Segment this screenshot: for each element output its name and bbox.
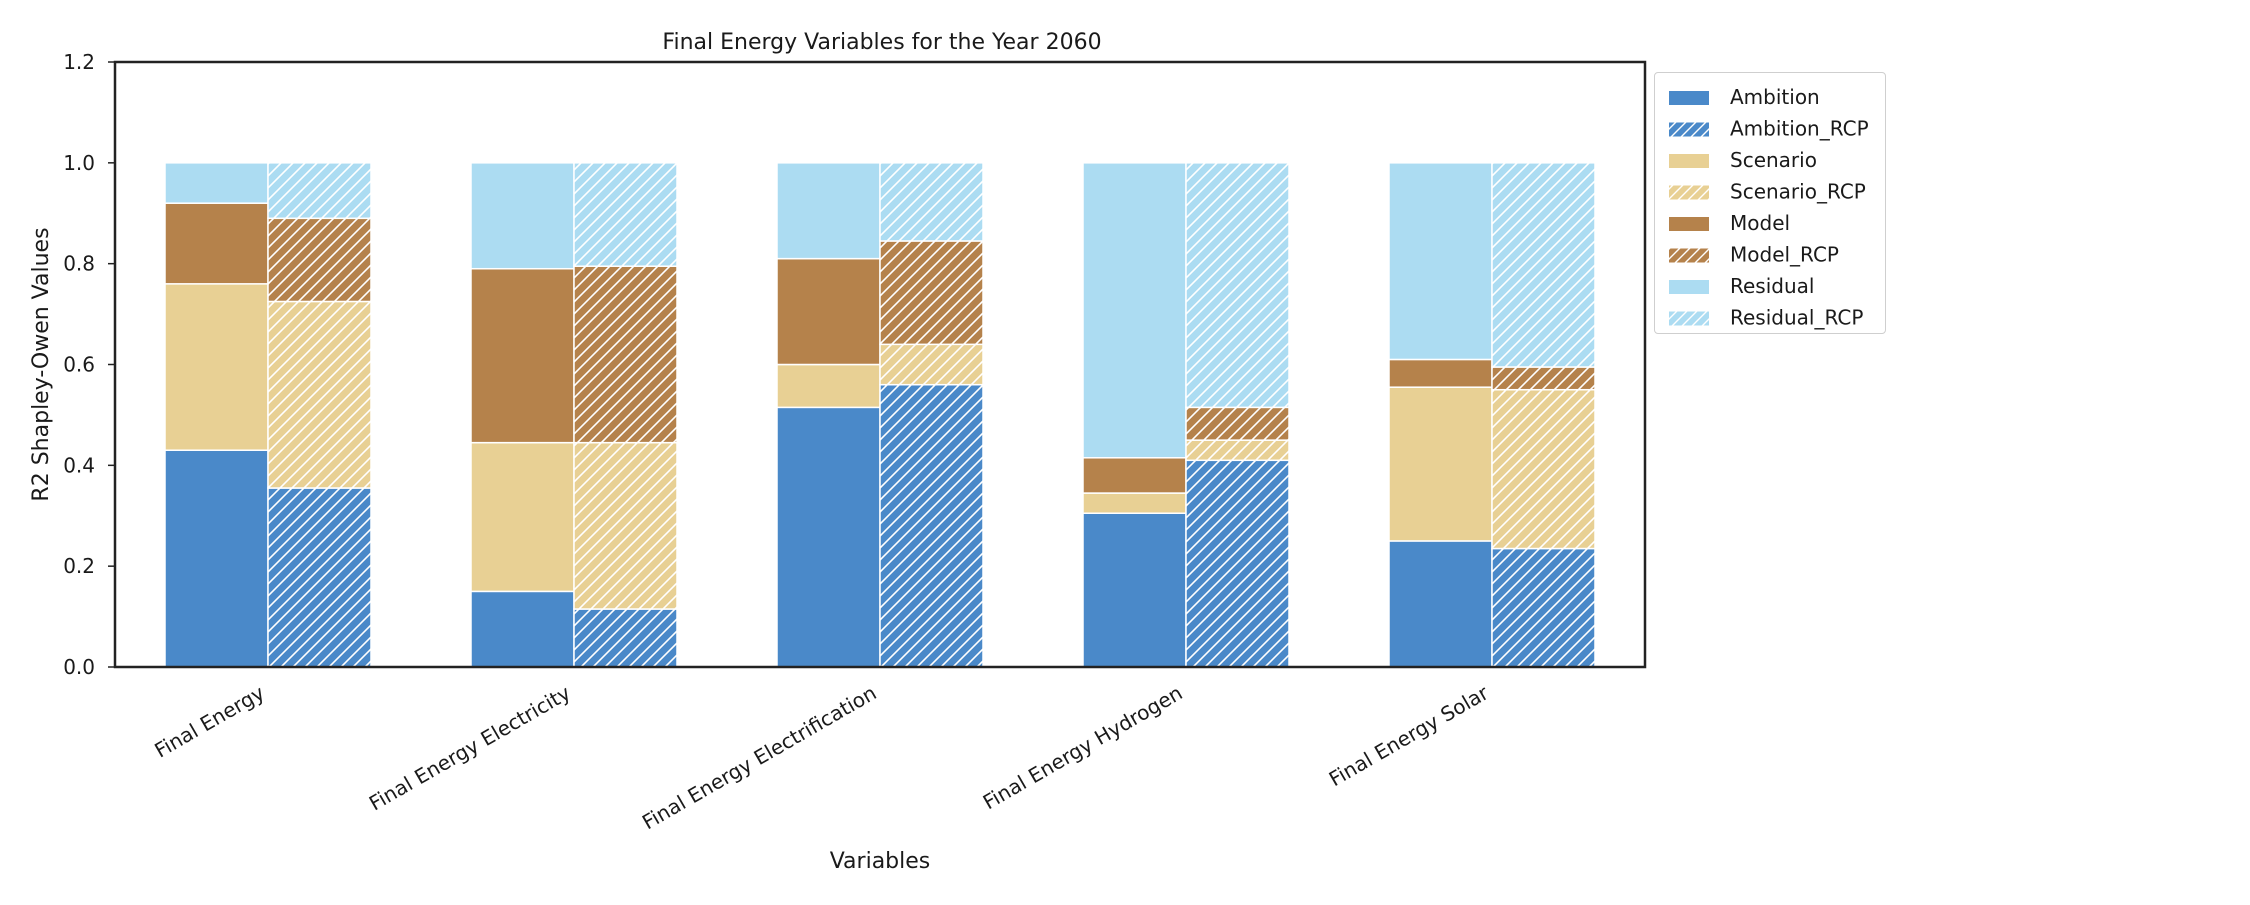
legend-label: Scenario_RCP [1730, 180, 1866, 204]
y-tick-label: 0.8 [63, 252, 95, 276]
bar-scenario-final-energy-electrification [776, 363, 881, 409]
legend-swatch [1669, 248, 1709, 263]
legend-svg: Ambition Ambition_RCP Scenario Scenario_RCP… [1669, 85, 1869, 330]
y-tick-label: 0.0 [63, 655, 95, 679]
x-axis-ticks: Final Energy Final Energy Electricity Fina… [150, 680, 1493, 834]
legend-entry-scenario: Scenario [1669, 148, 1817, 172]
x-axis-label: Variables [830, 849, 931, 874]
bar-residual-final-energy [164, 162, 269, 204]
bar-ambition-final-energy-electricity [470, 590, 575, 668]
y-tick-label: 0.4 [63, 453, 95, 477]
bar-scenario-final-energy-electricity [470, 441, 575, 593]
bar-model-final-energy [164, 202, 269, 285]
legend-swatch [1669, 91, 1709, 105]
legend-label: Ambition [1730, 85, 1820, 109]
bar-ambition-rcp-final-energy [267, 487, 372, 668]
bar-scenario-rcp-final-energy-solar [1491, 388, 1596, 550]
x-tick-label-final-energy-hydrogen: Final Energy Hydrogen [979, 681, 1187, 815]
bar-ambition-final-energy-electrification [776, 406, 881, 668]
bar-residual-rcp-final-energy-electrification [879, 162, 984, 242]
legend-swatch [1669, 185, 1709, 200]
bar-scenario-rcp-final-energy-electricity [573, 441, 678, 610]
legend-swatch [1669, 217, 1709, 231]
legend-swatch [1669, 154, 1709, 168]
bar-model-rcp-final-energy-hydrogen [1185, 406, 1290, 441]
bar-model-final-energy-electricity [470, 267, 575, 444]
bar-scenario-rcp-final-energy [267, 300, 372, 489]
x-tick-label-final-energy: Final Energy [150, 680, 268, 762]
legend-swatch [1669, 311, 1709, 326]
legend-entry-ambition: Ambition [1669, 85, 1820, 109]
bar-residual-final-energy-electrification [776, 162, 881, 260]
y-tick-label: 0.2 [63, 554, 95, 578]
y-axis-ticks: 0.0 0.2 0.4 0.6 0.8 1.0 1.2 [63, 50, 115, 679]
bar-residual-rcp-final-energy-hydrogen [1185, 162, 1290, 409]
legend-entry-scenario-rcp: Scenario_RCP [1669, 180, 1866, 204]
bar-ambition-final-energy [164, 449, 269, 668]
bar-model-final-energy-hydrogen [1082, 457, 1187, 494]
legend-label: Scenario [1730, 148, 1817, 172]
legend-label: Model_RCP [1730, 243, 1839, 267]
legend-label: Residual_RCP [1730, 306, 1863, 330]
bar-scenario-final-energy [164, 283, 269, 451]
bar-residual-final-energy-hydrogen [1082, 162, 1187, 459]
legend-entry-model-rcp: Model_RCP [1669, 243, 1839, 267]
y-tick-label: 1.2 [63, 50, 95, 74]
bars-layer [164, 162, 1596, 668]
bar-scenario-final-energy-solar [1388, 386, 1493, 542]
bar-residual-rcp-final-energy-electricity [573, 162, 678, 267]
bar-residual-final-energy-solar [1388, 162, 1493, 361]
bar-ambition-rcp-final-energy-solar [1491, 547, 1596, 668]
bar-scenario-rcp-final-energy-electrification [879, 343, 984, 386]
bar-model-final-energy-electrification [776, 257, 881, 366]
legend-entry-model: Model [1669, 211, 1790, 235]
legend-entry-residual-rcp: Residual_RCP [1669, 306, 1863, 330]
bar-residual-final-energy-electricity [470, 162, 575, 270]
legend-label: Residual [1730, 274, 1814, 298]
legend-label: Ambition_RCP [1730, 117, 1869, 141]
bar-model-rcp-final-energy [267, 217, 372, 303]
chart-title: Final Energy Variables for the Year 2060 [662, 30, 1101, 55]
bar-residual-rcp-final-energy-solar [1491, 162, 1596, 368]
bar-ambition-rcp-final-energy-electrification [879, 383, 984, 668]
bar-model-rcp-final-energy-electricity [573, 265, 678, 444]
legend-swatch [1669, 122, 1709, 137]
bar-scenario-final-energy-hydrogen [1082, 492, 1187, 514]
y-tick-label: 0.6 [63, 353, 95, 377]
legend-label: Model [1730, 211, 1790, 235]
x-tick-label-final-energy-electricity: Final Energy Electricity [365, 680, 575, 815]
x-tick-label-final-energy-solar: Final Energy Solar [1325, 680, 1493, 791]
bar-scenario-rcp-final-energy-hydrogen [1185, 439, 1290, 462]
bar-model-rcp-final-energy-electrification [879, 240, 984, 346]
bar-model-final-energy-solar [1388, 358, 1493, 388]
y-axis-label: R2 Shapley-Owen Values [29, 227, 54, 501]
bar-ambition-rcp-final-energy-electricity [573, 608, 678, 668]
bar-ambition-final-energy-solar [1388, 540, 1493, 668]
legend-entry-residual: Residual [1669, 274, 1814, 298]
bar-ambition-rcp-final-energy-hydrogen [1185, 459, 1290, 668]
bar-model-rcp-final-energy-solar [1491, 366, 1596, 391]
bar-residual-rcp-final-energy [267, 162, 372, 220]
y-tick-label: 1.0 [63, 151, 95, 175]
bar-ambition-final-energy-hydrogen [1082, 512, 1187, 668]
legend-swatch [1669, 280, 1709, 294]
legend-entry-ambition-rcp: Ambition_RCP [1669, 117, 1869, 141]
x-tick-label-final-energy-electrification: Final Energy Electrification [638, 681, 880, 835]
legend: Ambition Ambition_RCP Scenario Scenario_RCP… [1654, 72, 1886, 334]
